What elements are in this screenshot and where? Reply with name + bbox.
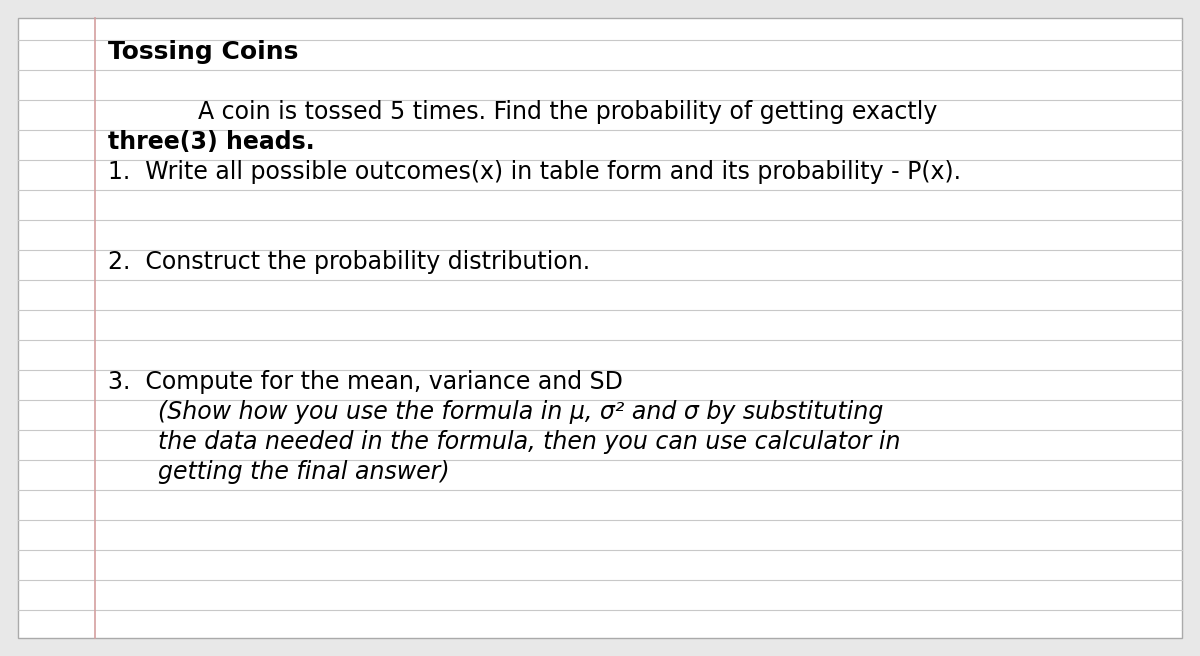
Text: three(3) heads.: three(3) heads. [108, 130, 314, 154]
Text: (Show how you use the formula in μ, σ² and σ by substituting: (Show how you use the formula in μ, σ² a… [158, 400, 883, 424]
Text: 3.  Compute for the mean, variance and SD: 3. Compute for the mean, variance and SD [108, 370, 623, 394]
Text: A coin is tossed 5 times. Find the probability of getting exactly: A coin is tossed 5 times. Find the proba… [198, 100, 937, 124]
Text: Tossing Coins: Tossing Coins [108, 40, 299, 64]
Text: 2.  Construct the probability distribution.: 2. Construct the probability distributio… [108, 250, 590, 274]
Text: the data needed in the formula, then you can use calculator in: the data needed in the formula, then you… [158, 430, 900, 454]
Text: 1.  Write all possible outcomes(x) in table form and its probability - P(x).: 1. Write all possible outcomes(x) in tab… [108, 160, 961, 184]
Text: getting the final answer): getting the final answer) [158, 460, 450, 484]
